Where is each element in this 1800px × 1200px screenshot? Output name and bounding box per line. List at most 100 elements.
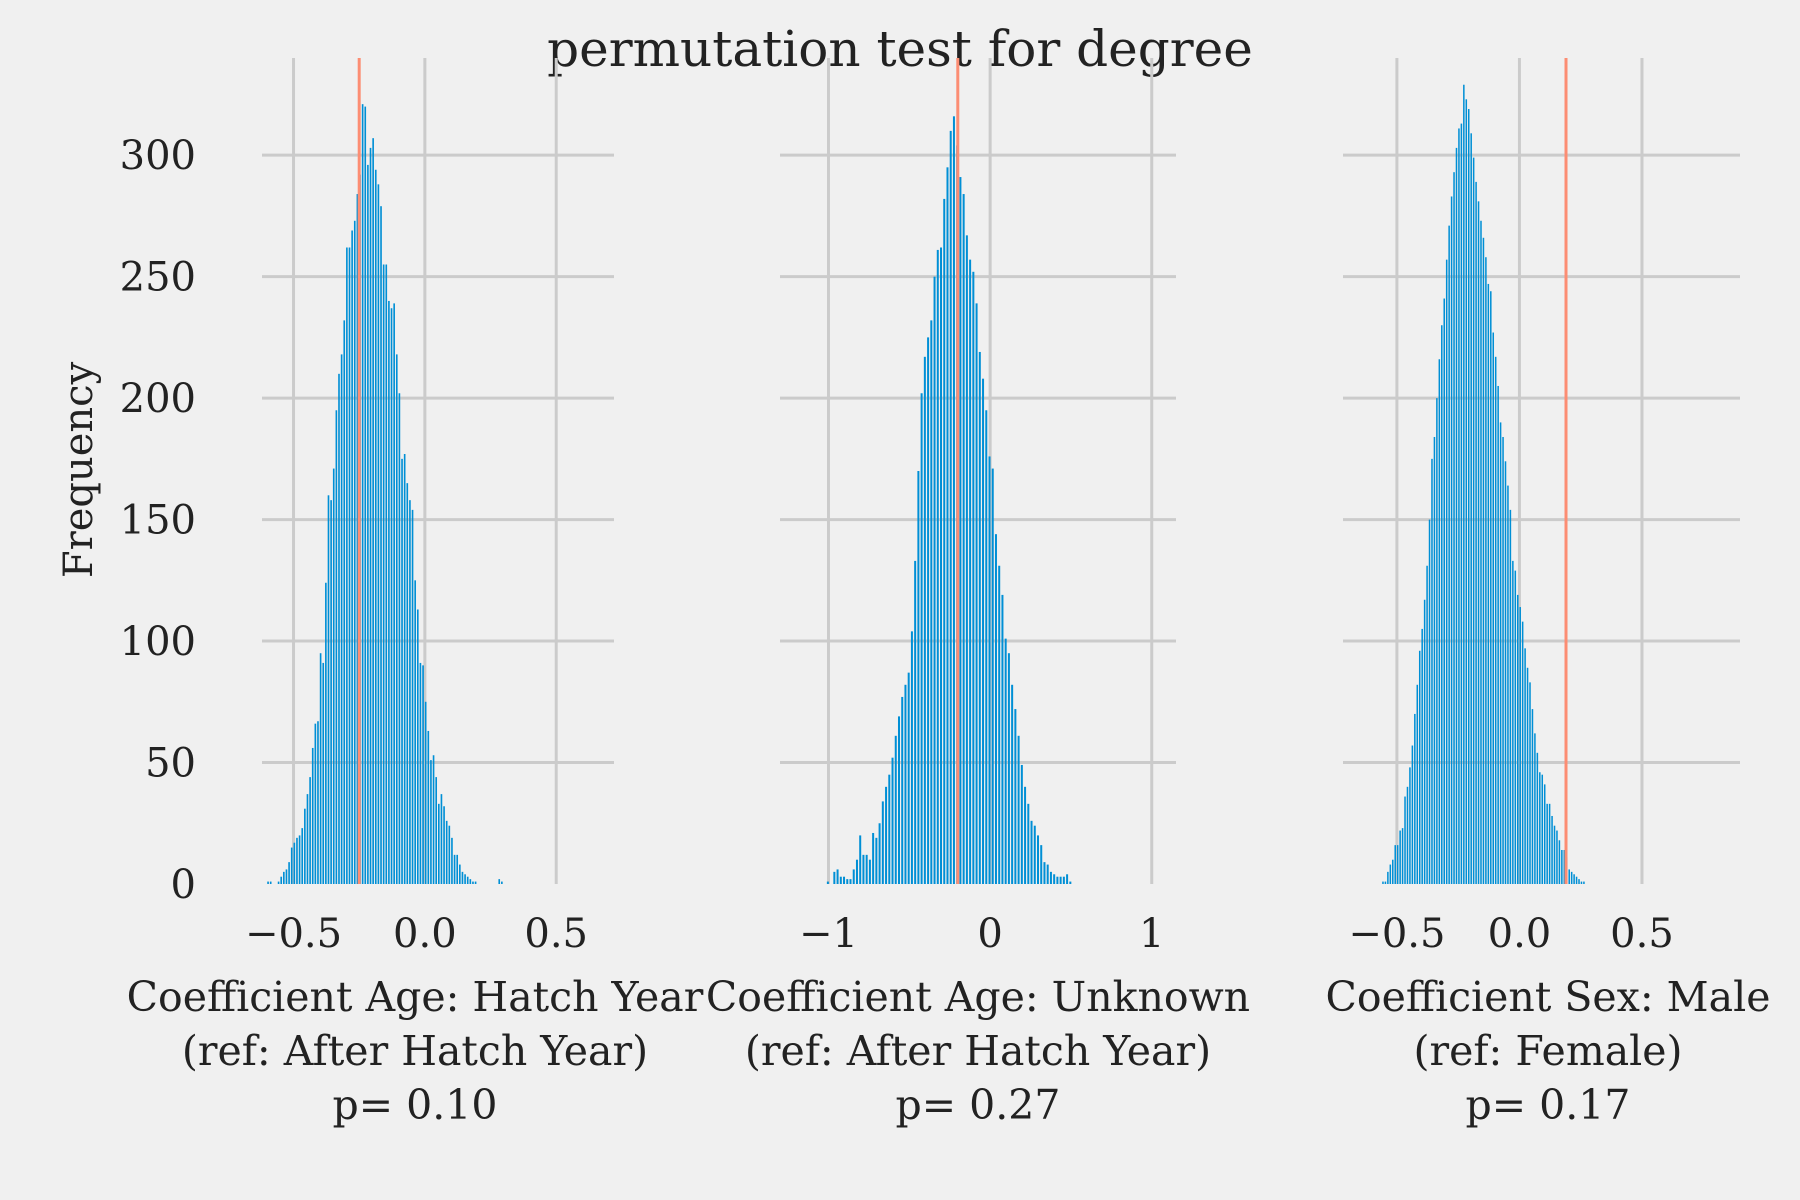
histogram-bar [988, 456, 991, 884]
histogram-bar [985, 410, 988, 884]
histogram-bar [914, 560, 917, 884]
y-tick-label: 150 [120, 498, 196, 544]
x-axis-label: p= 0.27 [896, 1081, 1061, 1129]
histogram-bar [335, 410, 338, 884]
histogram-bar [872, 832, 875, 884]
histogram-bar [356, 194, 359, 884]
histogram-bar [1426, 565, 1428, 884]
histogram-bar [390, 308, 393, 885]
histogram-bar [901, 696, 904, 884]
histogram-bar [1033, 825, 1036, 884]
histogram-bar [1401, 828, 1404, 884]
y-tick-label: 0 [171, 862, 196, 908]
histogram-bar [369, 147, 372, 884]
histogram-bar [1536, 752, 1539, 884]
histogram-bar [1445, 259, 1448, 884]
histogram-bar [280, 876, 283, 884]
histogram-bar [1529, 682, 1531, 884]
histogram-bar [1389, 864, 1392, 884]
histogram-bar [290, 847, 293, 884]
histogram-bar [1384, 881, 1387, 884]
histogram-bar [1460, 123, 1463, 884]
x-tick-label: 0.0 [1488, 911, 1552, 957]
subplot-2: −1 0 1 Coefficient Age: Unknown (ref: After … [706, 58, 1250, 1129]
histogram-bar [1062, 876, 1065, 884]
histogram-bar [285, 869, 288, 884]
histogram-bar [959, 177, 962, 884]
histogram-bar [409, 500, 411, 884]
histogram-bar [393, 303, 395, 884]
histogram-bar [894, 735, 897, 884]
histogram-bar [907, 672, 910, 884]
histogram-bar [1580, 881, 1583, 884]
histogram-bar [1475, 181, 1477, 884]
histogram-bar [1494, 356, 1497, 885]
histogram-bar [435, 777, 438, 884]
y-tick-label: 100 [120, 619, 196, 665]
histogram-bar [843, 876, 846, 884]
histogram-bar [322, 662, 325, 884]
histogram-bar [469, 879, 472, 884]
y-axis-label: Frequency [56, 361, 102, 578]
histogram-bar [1043, 862, 1046, 884]
y-tick-label: 200 [120, 376, 196, 422]
histogram-bar [1482, 237, 1485, 884]
histogram-bar [1519, 607, 1521, 884]
histogram-bar [367, 164, 369, 885]
x-axis-label: Coefficient Age: Unknown [706, 973, 1250, 1021]
histogram-bar [332, 468, 335, 884]
histogram-bar [1392, 859, 1394, 884]
histogram-bar [453, 854, 456, 884]
histogram-bar [1387, 871, 1389, 884]
histogram-bar [414, 580, 416, 884]
x-axis-label: Coefficient Sex: Male [1326, 973, 1771, 1021]
histogram-bar [1541, 774, 1544, 884]
y-tick-label: 300 [120, 133, 196, 179]
histogram-bar [1583, 881, 1585, 884]
histogram-bar [385, 264, 388, 884]
histogram-bar [1049, 871, 1052, 884]
panels: −0.5 0.0 0.5 0 50 100 150 200 250 300 Coefficient … [56, 58, 1770, 1129]
histogram-bar [904, 684, 907, 884]
histogram-bar [1480, 220, 1482, 885]
histogram-bar [330, 500, 332, 884]
histogram-bar [440, 794, 443, 884]
histogram-bar [1448, 225, 1450, 885]
histogram-bar [933, 276, 936, 884]
histogram-bar [1404, 796, 1406, 884]
histogram-bar [1499, 422, 1502, 884]
histogram-bar [910, 631, 913, 884]
histogram-bar [1059, 876, 1062, 884]
histogram-bar [459, 864, 461, 884]
histogram-bar [1553, 825, 1556, 884]
histogram-bar [923, 356, 926, 885]
histogram-bar [1455, 147, 1458, 884]
histogram-bar [1534, 733, 1536, 884]
histogram-bar [972, 271, 975, 885]
histogram-bar [464, 874, 466, 884]
histogram-bar [881, 801, 884, 884]
histogram-bar [1578, 879, 1580, 884]
histogram-bar [991, 468, 994, 884]
histogram-bar [343, 320, 346, 884]
histogram-bar [1053, 874, 1056, 884]
histogram-bar [472, 881, 474, 884]
histogram-bar [325, 582, 327, 884]
histogram-bar [1418, 650, 1421, 884]
histogram-bar [296, 837, 298, 884]
histogram-bar [288, 862, 290, 884]
histogram-bar [309, 777, 311, 884]
histogram-bar [930, 320, 933, 884]
histogram-bar [1487, 283, 1490, 884]
histogram-bar [952, 116, 955, 884]
histogram-bar [1431, 458, 1433, 884]
histogram-bar [1406, 786, 1409, 884]
histogram-bar [1014, 709, 1017, 884]
histogram-bar [1573, 874, 1575, 884]
histogram-bar [1394, 845, 1396, 884]
histogram-bar [1414, 713, 1416, 884]
histogram-bar [862, 854, 865, 884]
histogram-bar [401, 458, 403, 884]
histogram-bar [377, 184, 380, 884]
histogram-bar [888, 774, 891, 884]
